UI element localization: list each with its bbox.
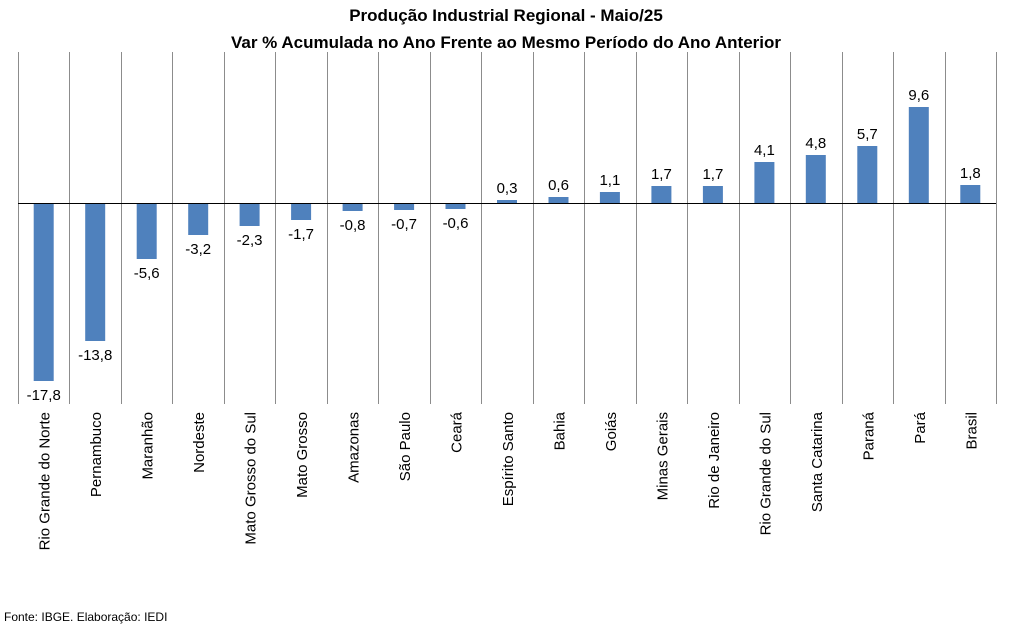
category-tick-label: Goiás [603,412,620,451]
data-label: 5,7 [857,126,878,143]
bar [548,197,569,203]
data-label: 4,8 [805,135,826,152]
data-label: -0,8 [340,217,366,234]
data-label: 1,8 [960,165,981,182]
bar [33,203,54,381]
bar [188,203,209,235]
chart-subtitle: Var % Acumulada no Ano Frente ao Mesmo P… [230,33,782,52]
bar [497,200,517,203]
bar [754,162,775,203]
category-tick-label: Minas Gerais [654,412,671,500]
bar [651,186,672,203]
data-label: 0,6 [548,177,569,194]
category-tick-label: Maranhão [140,412,157,480]
bar [136,203,157,259]
data-label: 9,6 [908,87,929,104]
category-tick-label: São Paulo [397,412,414,481]
category-tick-label: Ceará [449,411,466,453]
data-label: -1,7 [288,226,314,243]
bar [445,203,466,209]
category-tick-label: Nordeste [191,412,208,473]
category-tick-label: Amazonas [346,412,363,483]
category-tick-label: Mato Grosso do Sul [243,412,260,545]
bar [960,185,981,203]
bar [291,203,312,220]
bar [702,186,723,203]
data-label: -0,7 [391,216,417,233]
category-tick-label: Bahia [552,411,569,450]
source-note: Fonte: IBGE. Elaboração: IEDI [4,610,168,624]
category-tick-label: Pará [912,411,929,443]
data-label: -13,8 [78,347,112,364]
category-tick-label: Santa Catarina [809,411,826,512]
data-label: 4,1 [754,142,775,159]
data-label: 0,3 [497,180,518,197]
category-tick-label: Rio Grande do Sul [757,412,774,535]
category-tick-label: Pernambuco [88,412,105,497]
bar [239,203,260,226]
bar [85,203,106,341]
category-tick-label: Paraná [860,411,877,460]
bar [394,203,415,210]
bar [342,203,363,211]
data-label: -5,6 [134,265,160,282]
data-label: 1,7 [651,166,672,183]
data-label: -2,3 [237,232,263,249]
data-label: -3,2 [185,241,211,258]
data-label: -17,8 [27,387,61,404]
bar [805,155,826,203]
bar [908,107,929,203]
category-tick-label: Brasil [963,412,980,450]
data-label: -0,6 [443,215,469,232]
data-label: 1,1 [599,172,620,189]
data-label: 1,7 [702,166,723,183]
bar [857,146,878,203]
category-tick-label: Rio Grande do Norte [37,412,54,550]
category-tick-label: Espírito Santo [500,412,517,506]
bar [599,192,620,203]
category-tick-label: Rio de Janeiro [706,412,723,509]
chart-title: Produção Industrial Regional - Maio/25 [349,6,663,25]
category-tick-label: Mato Grosso [294,412,311,498]
